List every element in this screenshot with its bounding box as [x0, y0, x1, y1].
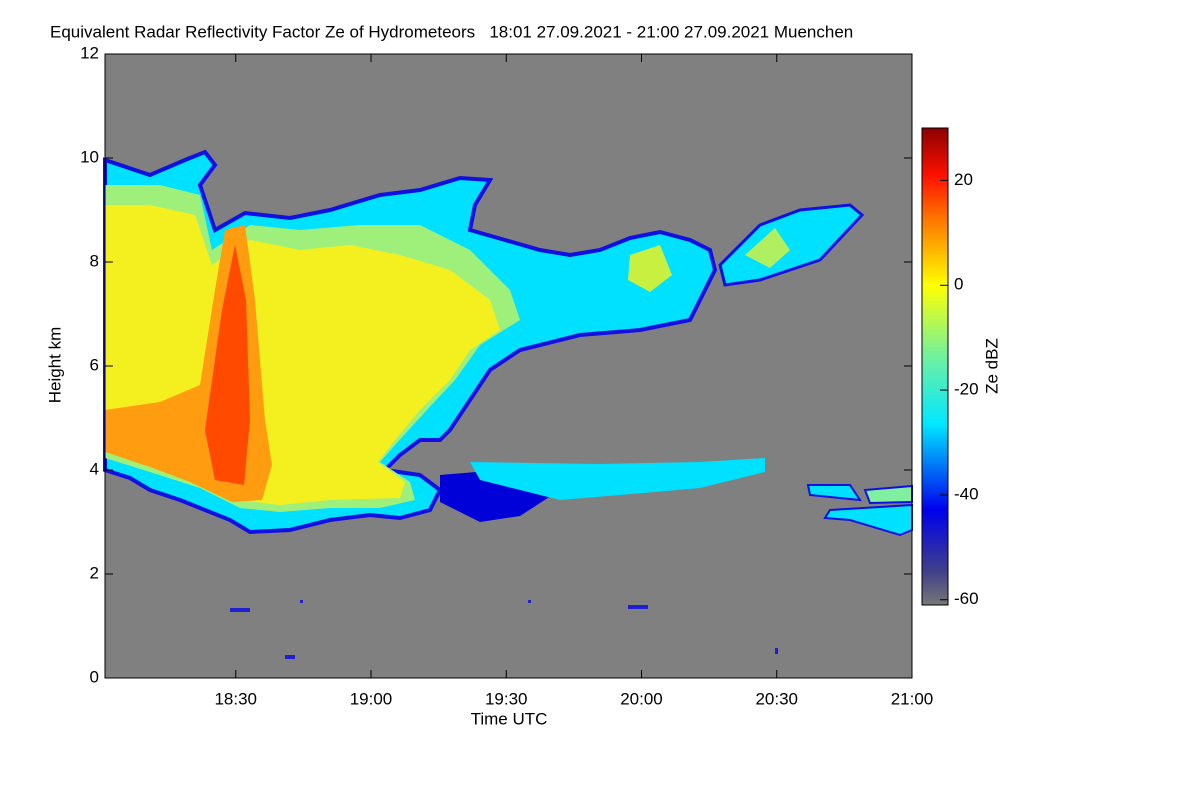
- y-axis-label: Height km: [45, 327, 64, 404]
- y-tick-label: 4: [90, 459, 99, 478]
- x-tick-label: 19:30: [485, 689, 528, 708]
- x-axis-label: Time UTC: [471, 709, 548, 728]
- x-tick-label: 20:00: [620, 689, 663, 708]
- x-tick-label: 19:00: [350, 689, 393, 708]
- y-tick-label: 12: [80, 43, 99, 62]
- y-tick-label: 0: [90, 667, 99, 686]
- colorbar-tick-label: -40: [954, 484, 979, 503]
- radar-field: [103, 149, 913, 659]
- colorbar-tick-label: 20: [954, 170, 973, 189]
- colorbar-tick-label: -60: [954, 589, 979, 608]
- y-tick-label: 10: [80, 147, 99, 166]
- colorbar-label: Ze dBZ: [982, 338, 1001, 394]
- x-tick-label: 20:30: [755, 689, 798, 708]
- colorbar-tick-label: 0: [954, 275, 963, 294]
- colorbar: [921, 127, 949, 606]
- x-tick-label: 18:30: [214, 689, 257, 708]
- colorbar-tick-label: -20: [954, 380, 979, 399]
- y-tick-label: 2: [90, 563, 99, 582]
- y-tick-label: 6: [90, 355, 99, 374]
- x-tick-label: 21:00: [891, 689, 934, 708]
- chart-title: Equivalent Radar Reflectivity Factor Ze …: [50, 22, 853, 41]
- y-tick-label: 8: [90, 251, 99, 270]
